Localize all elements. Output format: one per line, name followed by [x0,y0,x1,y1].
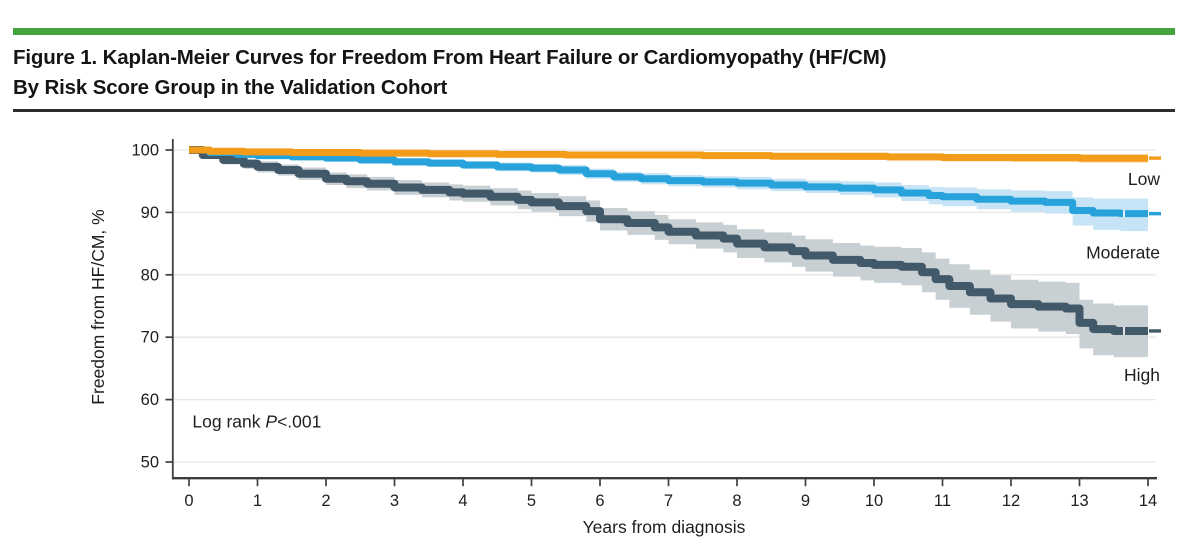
y-axis-title: Freedom from HF/CM, % [88,209,108,404]
y-tick-label-80: 80 [141,266,159,284]
x-tick-label-5: 5 [527,492,536,510]
x-tick-label-2: 2 [321,492,330,510]
figure-title-line2: By Risk Score Group in the Validation Co… [13,76,448,99]
x-tick-label-8: 8 [732,492,741,510]
title-rule [13,109,1175,112]
x-tick-label-14: 14 [1139,492,1157,510]
x-tick-label-3: 3 [390,492,399,510]
km-curve-high [189,146,1148,335]
x-tick-label-11: 11 [934,492,951,510]
curve-label-moderate: Moderate [1086,243,1160,263]
accent-bar [13,28,1175,35]
x-tick-label-10: 10 [865,492,883,510]
y-tick-label-50: 50 [141,454,159,472]
y-tick-label-70: 70 [141,329,159,347]
x-axis-title: Years from diagnosis [583,517,746,537]
y-tick-label-90: 90 [141,204,159,222]
x-tick-label-7: 7 [664,492,673,510]
figure-title: Figure 1. Kaplan-Meier Curves for Freedo… [13,43,1163,103]
x-tick-label-4: 4 [458,492,467,510]
y-tick-label-100: 100 [131,142,159,160]
figure-title-line1: Figure 1. Kaplan-Meier Curves for Freedo… [13,46,887,69]
x-tick-label-9: 9 [801,492,810,510]
x-tick-label-13: 13 [1070,492,1088,510]
x-tick-label-6: 6 [595,492,604,510]
x-tick-label-12: 12 [1002,492,1020,510]
log-rank-annotation: Log rank P<.001 [192,411,321,431]
curve-label-high: High [1124,365,1160,385]
x-tick-label-1: 1 [253,492,262,510]
curve-label-low: Low [1128,169,1160,189]
y-tick-label-60: 60 [141,391,159,409]
x-tick-label-0: 0 [184,492,193,510]
km-curve-low [189,146,1148,162]
km-curve-moderate [189,146,1148,218]
